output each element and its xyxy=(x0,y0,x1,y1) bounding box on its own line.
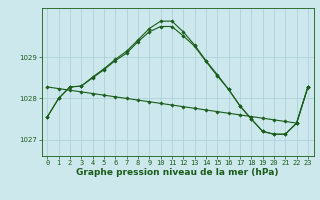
X-axis label: Graphe pression niveau de la mer (hPa): Graphe pression niveau de la mer (hPa) xyxy=(76,168,279,177)
